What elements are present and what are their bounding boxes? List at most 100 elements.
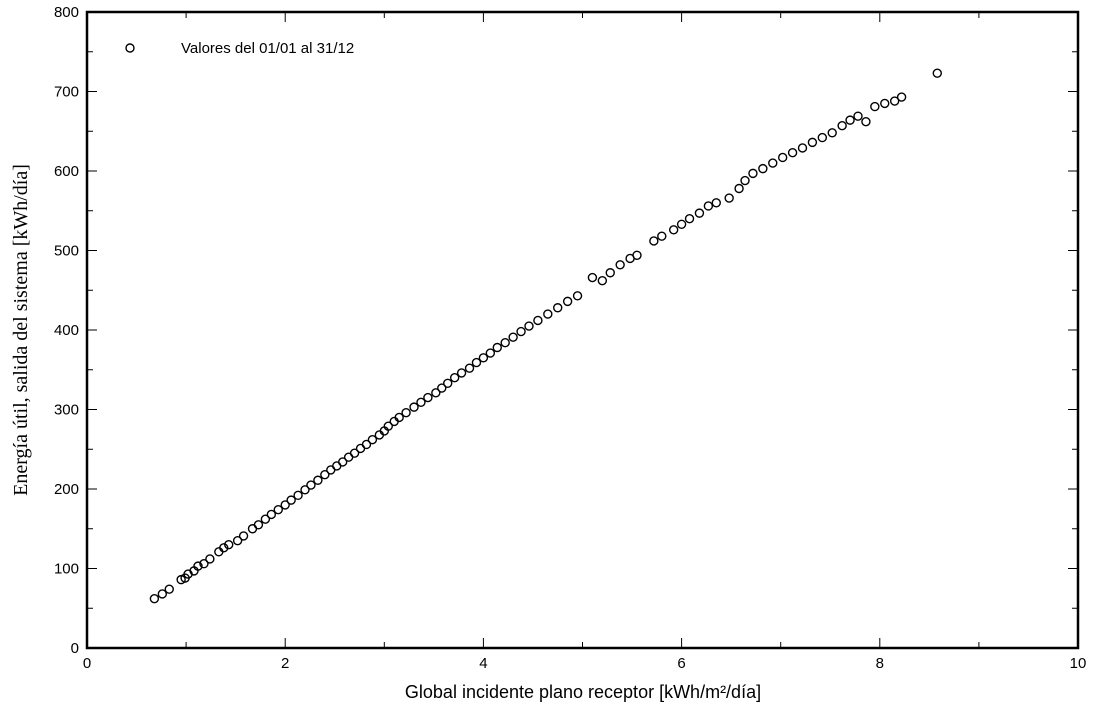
data-point xyxy=(253,520,264,530)
data-point xyxy=(437,383,447,393)
data-point xyxy=(293,490,303,501)
data-point xyxy=(456,368,467,378)
data-point xyxy=(932,68,942,78)
data-point xyxy=(492,342,502,353)
data-point xyxy=(273,504,283,515)
x-tick-label: 10 xyxy=(1070,655,1087,672)
y-tick-label: 0 xyxy=(71,640,79,657)
data-point xyxy=(845,115,855,125)
data-point xyxy=(409,402,419,412)
data-point xyxy=(817,132,828,143)
data-point xyxy=(337,457,348,467)
x-tick-label: 8 xyxy=(876,655,884,672)
data-point xyxy=(787,148,798,158)
legend-label: Valores del 01/01 al 31/12 xyxy=(181,40,354,57)
data-point xyxy=(734,183,744,194)
y-tick-label: 600 xyxy=(54,163,79,180)
data-point xyxy=(416,397,426,408)
y-tick-label: 500 xyxy=(54,243,79,260)
data-point xyxy=(748,168,758,179)
data-point xyxy=(797,143,808,153)
data-point xyxy=(768,158,778,168)
x-tick-label: 0 xyxy=(83,655,91,672)
data-point xyxy=(807,137,818,148)
data-point xyxy=(508,332,518,342)
data-point xyxy=(668,225,679,235)
data-point xyxy=(880,98,890,109)
data-point xyxy=(533,315,543,326)
data-point xyxy=(443,378,453,388)
data-point xyxy=(199,559,209,569)
y-axis-ticks: 0 100 200 300 400 500 600 700 800 xyxy=(54,4,1078,657)
data-point xyxy=(676,219,687,229)
data-point xyxy=(367,435,378,445)
legend: Valores del 01/01 al 31/12 xyxy=(125,40,354,57)
data-points xyxy=(149,68,942,604)
data-point xyxy=(758,163,768,174)
data-point xyxy=(361,439,372,450)
y-tick-label: 700 xyxy=(54,84,79,101)
x-tick-label: 2 xyxy=(281,655,289,672)
data-point xyxy=(193,561,203,571)
data-point xyxy=(449,373,460,383)
x-tick-label: 6 xyxy=(677,655,685,672)
y-tick-label: 400 xyxy=(54,322,79,339)
data-point xyxy=(657,231,667,241)
data-point xyxy=(524,321,534,331)
data-point xyxy=(703,201,714,211)
data-point xyxy=(740,175,750,186)
data-point xyxy=(562,296,573,307)
data-point xyxy=(149,594,160,604)
y-tick-label: 300 xyxy=(54,402,79,419)
data-point xyxy=(543,309,553,319)
data-point xyxy=(861,117,871,127)
data-point xyxy=(286,495,296,505)
data-point xyxy=(260,514,271,524)
data-point xyxy=(266,509,277,520)
y-tick-label: 200 xyxy=(54,481,79,498)
data-point xyxy=(401,407,411,418)
data-point xyxy=(205,554,215,564)
data-point xyxy=(724,193,734,203)
data-point xyxy=(684,213,695,224)
x-axis-ticks: 0 2 4 6 8 10 xyxy=(83,12,1087,672)
data-point xyxy=(300,485,310,495)
data-point xyxy=(777,152,788,163)
data-point xyxy=(649,236,659,246)
data-point xyxy=(423,392,433,403)
data-point xyxy=(320,469,330,480)
data-point xyxy=(157,589,168,599)
data-point xyxy=(471,357,482,368)
x-tick-label: 4 xyxy=(479,655,487,672)
data-point xyxy=(485,348,496,358)
data-point xyxy=(889,96,900,106)
data-point xyxy=(383,421,393,431)
data-point xyxy=(394,412,404,423)
data-point xyxy=(306,480,316,490)
data-point xyxy=(280,500,290,510)
data-point xyxy=(572,291,583,301)
y-tick-label: 800 xyxy=(54,4,79,21)
data-point xyxy=(632,250,642,260)
data-point xyxy=(896,92,907,102)
data-point xyxy=(349,448,360,458)
data-point xyxy=(711,198,721,208)
y-axis-title: Energía útil, salida del sistema [kWh/dí… xyxy=(10,164,32,496)
data-point xyxy=(431,388,441,398)
data-point xyxy=(224,539,234,550)
data-point xyxy=(587,272,598,283)
data-point xyxy=(853,111,863,121)
x-axis-title: Global incidente plano receptor [kWh/m²/… xyxy=(405,682,761,702)
data-point xyxy=(516,326,526,337)
y-tick-label: 100 xyxy=(54,561,79,578)
data-point xyxy=(597,276,608,286)
data-point xyxy=(232,535,243,546)
plot-frame xyxy=(85,10,1080,650)
data-point xyxy=(870,101,880,112)
legend-marker xyxy=(125,43,135,53)
data-point xyxy=(238,531,249,541)
data-point xyxy=(837,120,847,131)
data-point xyxy=(464,363,475,373)
